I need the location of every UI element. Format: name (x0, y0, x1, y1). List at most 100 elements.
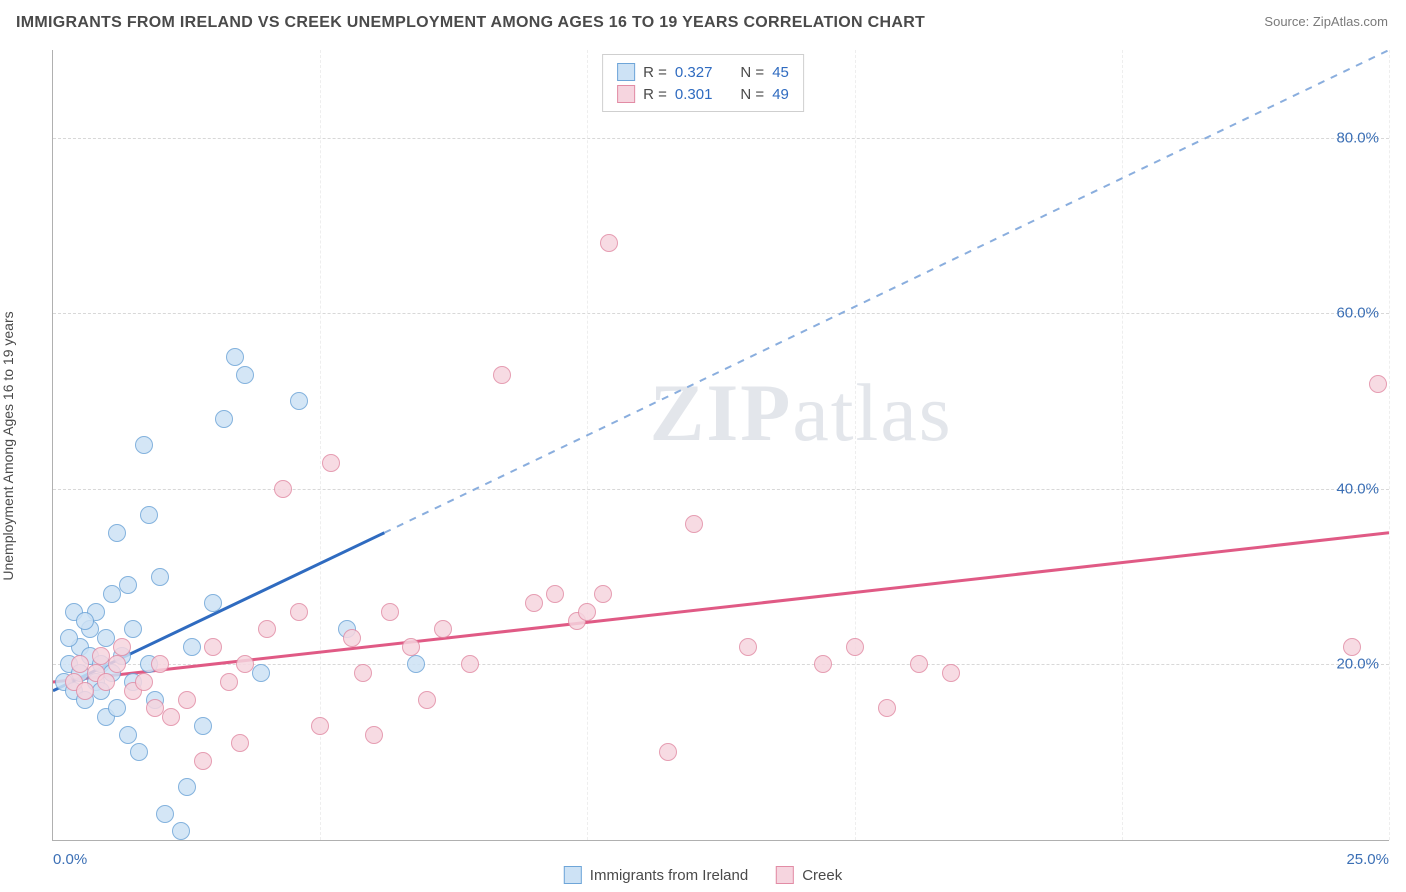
data-point-creek (381, 603, 399, 621)
data-point-ireland (119, 726, 137, 744)
data-point-creek (814, 655, 832, 673)
data-point-creek (194, 752, 212, 770)
r-value-creek: 0.301 (675, 86, 713, 103)
data-point-creek (322, 454, 340, 472)
series-legend: Immigrants from Ireland Creek (564, 866, 842, 884)
data-point-creek (343, 629, 361, 647)
data-point-creek (525, 594, 543, 612)
data-point-creek (493, 366, 511, 384)
n-label: N = (740, 64, 764, 81)
ytick-label: 40.0% (1336, 480, 1379, 497)
data-point-creek (546, 585, 564, 603)
data-point-ireland (252, 664, 270, 682)
data-point-creek (578, 603, 596, 621)
ytick-label: 60.0% (1336, 305, 1379, 322)
data-point-ireland (156, 805, 174, 823)
data-point-ireland (108, 524, 126, 542)
data-point-creek (108, 655, 126, 673)
data-point-ireland (108, 699, 126, 717)
data-point-creek (258, 620, 276, 638)
data-point-ireland (103, 585, 121, 603)
data-point-creek (434, 620, 452, 638)
trend-lines-svg (53, 50, 1389, 840)
source-label: Source: (1264, 14, 1309, 29)
data-point-ireland (151, 568, 169, 586)
gridline-h (53, 313, 1389, 314)
data-point-ireland (194, 717, 212, 735)
data-point-ireland (407, 655, 425, 673)
watermark: ZIPatlas (650, 366, 953, 460)
data-point-ireland (135, 436, 153, 454)
watermark-atlas: atlas (792, 367, 952, 458)
data-point-ireland (204, 594, 222, 612)
data-point-creek (942, 664, 960, 682)
legend-label-ireland: Immigrants from Ireland (590, 867, 748, 884)
data-point-creek (151, 655, 169, 673)
data-point-creek (659, 743, 677, 761)
n-value-ireland: 45 (772, 64, 789, 81)
legend-item-creek: Creek (776, 866, 842, 884)
chart-container: IMMIGRANTS FROM IRELAND VS CREEK UNEMPLO… (0, 0, 1406, 892)
data-point-creek (220, 673, 238, 691)
ytick-label: 20.0% (1336, 656, 1379, 673)
data-point-creek (236, 655, 254, 673)
data-point-ireland (76, 612, 94, 630)
ytick-label: 80.0% (1336, 129, 1379, 146)
data-point-ireland (183, 638, 201, 656)
data-point-ireland (172, 822, 190, 840)
gridline-v (587, 50, 588, 840)
xtick-label: 25.0% (1346, 851, 1389, 868)
data-point-creek (97, 673, 115, 691)
swatch-ireland (564, 866, 582, 884)
data-point-ireland (130, 743, 148, 761)
data-point-creek (402, 638, 420, 656)
data-point-creek (231, 734, 249, 752)
gridline-h (53, 138, 1389, 139)
data-point-creek (76, 682, 94, 700)
data-point-ireland (215, 410, 233, 428)
data-point-creek (685, 515, 703, 533)
data-point-creek (1369, 375, 1387, 393)
data-point-creek (162, 708, 180, 726)
r-value-ireland: 0.327 (675, 64, 713, 81)
data-point-creek (1343, 638, 1361, 656)
data-point-ireland (124, 620, 142, 638)
swatch-creek (776, 866, 794, 884)
data-point-ireland (290, 392, 308, 410)
data-point-creek (365, 726, 383, 744)
data-point-creek (290, 603, 308, 621)
gridline-v (1122, 50, 1123, 840)
data-point-creek (113, 638, 131, 656)
data-point-creek (354, 664, 372, 682)
source-value: ZipAtlas.com (1313, 14, 1388, 29)
legend-row-creek: R = 0.301 N = 49 (617, 83, 789, 105)
y-axis-label: Unemployment Among Ages 16 to 19 years (0, 311, 16, 580)
data-point-creek (910, 655, 928, 673)
data-point-ireland (226, 348, 244, 366)
xtick-label: 0.0% (53, 851, 87, 868)
data-point-creek (418, 691, 436, 709)
plot-area: ZIPatlas 20.0%40.0%60.0%80.0%0.0%25.0% (52, 50, 1389, 841)
data-point-ireland (60, 629, 78, 647)
data-point-creek (600, 234, 618, 252)
data-point-creek (178, 691, 196, 709)
r-label: R = (643, 64, 667, 81)
data-point-creek (311, 717, 329, 735)
r-label: R = (643, 86, 667, 103)
data-point-creek (135, 673, 153, 691)
data-point-creek (594, 585, 612, 603)
n-value-creek: 49 (772, 86, 789, 103)
data-point-creek (846, 638, 864, 656)
data-point-creek (739, 638, 757, 656)
data-point-ireland (178, 778, 196, 796)
legend-label-creek: Creek (802, 867, 842, 884)
data-point-ireland (236, 366, 254, 384)
n-label: N = (740, 86, 764, 103)
swatch-creek (617, 85, 635, 103)
chart-title: IMMIGRANTS FROM IRELAND VS CREEK UNEMPLO… (16, 14, 925, 32)
watermark-zip: ZIP (650, 367, 793, 458)
legend-item-ireland: Immigrants from Ireland (564, 866, 748, 884)
gridline-h (53, 489, 1389, 490)
data-point-creek (461, 655, 479, 673)
swatch-ireland (617, 63, 635, 81)
